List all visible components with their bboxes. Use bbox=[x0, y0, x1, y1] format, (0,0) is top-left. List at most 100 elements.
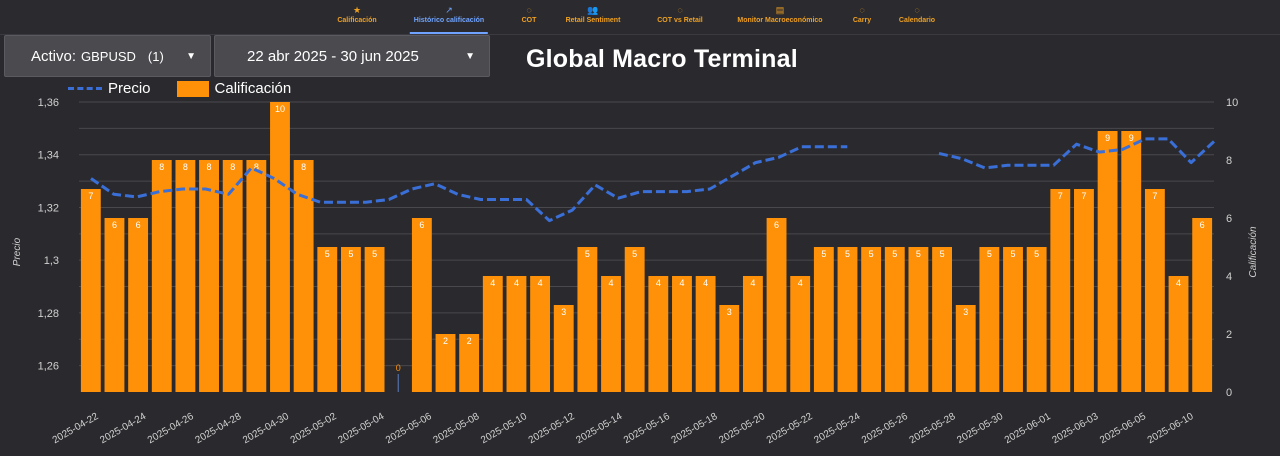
asset-filter-value: GBPUSD bbox=[81, 48, 136, 64]
bar-value-label: 5 bbox=[632, 249, 637, 259]
right-tick-label: 2 bbox=[1226, 329, 1232, 341]
bar-value-label: 3 bbox=[963, 307, 968, 317]
left-tick-label: 1,28 bbox=[38, 308, 59, 320]
chevron-down-icon: ▼ bbox=[465, 50, 475, 62]
nav-tab-label: Carry bbox=[852, 17, 872, 24]
rating-bar bbox=[553, 305, 574, 392]
nav-tab-3[interactable]: 👥 Retail Sentiment bbox=[566, 5, 621, 24]
rating-bar bbox=[813, 247, 834, 392]
bar-value-label: 7 bbox=[1152, 191, 1157, 201]
rating-bar bbox=[482, 276, 503, 392]
bar-value-label: 8 bbox=[301, 162, 306, 172]
bar-value-label: 3 bbox=[561, 307, 566, 317]
x-tick-label: 2025-06-03 bbox=[1050, 411, 1100, 446]
rating-bar bbox=[151, 160, 172, 392]
rating-bar bbox=[340, 247, 361, 392]
x-tick-label: 2025-05-12 bbox=[527, 411, 577, 446]
rating-bar bbox=[837, 247, 858, 392]
x-tick-label: 2025-05-22 bbox=[765, 411, 815, 446]
asset-filter-count: (1) bbox=[147, 48, 164, 64]
nav-tab-label: Calendario bbox=[898, 17, 936, 24]
rating-bar bbox=[861, 247, 882, 392]
bar-value-label: 5 bbox=[845, 249, 850, 259]
rating-bar bbox=[908, 247, 929, 392]
bar-value-label: 5 bbox=[372, 249, 377, 259]
right-tick-label: 6 bbox=[1226, 213, 1232, 225]
bar-value-label: 5 bbox=[325, 249, 330, 259]
nav-tab-label: COT bbox=[521, 17, 537, 24]
rating-bar bbox=[1121, 131, 1142, 392]
nav-tab-2[interactable]: ◌ COT bbox=[522, 5, 537, 24]
x-tick-label: 2025-04-28 bbox=[194, 411, 244, 446]
rating-bar bbox=[175, 160, 196, 392]
rating-bar bbox=[790, 276, 811, 392]
right-tick-label: 8 bbox=[1226, 155, 1232, 167]
nav-tab-5[interactable]: ▤ Monitor Macroeconómico bbox=[737, 5, 822, 24]
x-tick-label: 2025-05-14 bbox=[574, 411, 624, 446]
nav-tab-label: COT vs Retail bbox=[657, 17, 703, 24]
rating-bar bbox=[1003, 247, 1023, 392]
nav-tab-4[interactable]: ◌ COT vs Retail bbox=[657, 5, 703, 24]
rating-bar bbox=[1144, 189, 1165, 392]
rating-bar bbox=[411, 218, 432, 392]
rating-bar bbox=[601, 276, 621, 392]
nav-tab-0[interactable]: ★ Calificación bbox=[337, 5, 376, 24]
bar-value-label: 5 bbox=[585, 249, 590, 259]
left-tick-label: 1,36 bbox=[38, 97, 59, 109]
x-tick-label: 2025-05-02 bbox=[289, 411, 339, 446]
rating-bar bbox=[317, 247, 338, 392]
rating-bar bbox=[979, 247, 1000, 392]
bar-value-label: 8 bbox=[159, 162, 164, 172]
chevron-down-icon: ▼ bbox=[186, 50, 196, 62]
bar-value-label: 4 bbox=[1176, 278, 1181, 288]
bar-value-label: 6 bbox=[136, 220, 141, 230]
bar-value-label: 5 bbox=[892, 249, 897, 259]
rating-bar bbox=[695, 276, 716, 392]
x-tick-label: 2025-04-26 bbox=[146, 411, 196, 446]
x-tick-label: 2025-04-24 bbox=[98, 411, 148, 446]
rating-bar bbox=[364, 247, 385, 392]
right-tick-label: 4 bbox=[1226, 271, 1232, 283]
nav-tab-7[interactable]: ◌ Calendario bbox=[899, 5, 935, 24]
rating-bar bbox=[104, 218, 125, 392]
bar-value-label: 6 bbox=[419, 220, 424, 230]
bar-value-label: 5 bbox=[916, 249, 921, 259]
x-tick-label: 2025-05-16 bbox=[622, 411, 672, 446]
bar-value-label: 5 bbox=[348, 249, 353, 259]
date-range-filter[interactable]: 22 abr 2025 - 30 jun 2025 ▼ bbox=[214, 35, 490, 77]
rating-bar bbox=[766, 218, 787, 392]
nav-tab-1[interactable]: ↗ Histórico calificación bbox=[409, 5, 489, 34]
rating-bar bbox=[577, 247, 598, 392]
rating-bar bbox=[293, 160, 314, 392]
top-navigation: ★ Calificación ↗ Histórico calificación ◌ COT… bbox=[0, 0, 1280, 35]
date-range-value: 22 abr 2025 - 30 jun 2025 bbox=[247, 47, 419, 65]
x-tick-label: 2025-06-05 bbox=[1098, 411, 1148, 446]
bar-value-label: 4 bbox=[609, 278, 614, 288]
rating-bar bbox=[884, 247, 905, 392]
bar-value-label: 3 bbox=[727, 307, 732, 317]
x-tick-label: 2025-05-30 bbox=[955, 411, 1005, 446]
bar-value-label: 7 bbox=[1058, 191, 1063, 201]
nav-tab-icon: ↗ bbox=[445, 5, 453, 15]
bar-value-label: 10 bbox=[275, 104, 285, 114]
rating-bar bbox=[1192, 218, 1213, 392]
bar-value-label: 4 bbox=[490, 278, 495, 288]
rating-bar bbox=[624, 247, 645, 392]
x-tick-label: 2025-06-10 bbox=[1146, 411, 1196, 446]
nav-tab-icon: ◌ bbox=[914, 5, 920, 15]
bar-value-label: 8 bbox=[230, 162, 235, 172]
rating-bar bbox=[199, 160, 219, 392]
nav-tab-icon: ▤ bbox=[775, 5, 785, 15]
rating-bar bbox=[1050, 189, 1071, 392]
nav-tab-icon: 👥 bbox=[587, 5, 599, 15]
bar-value-label: 8 bbox=[183, 162, 188, 172]
bar-value-label: 4 bbox=[538, 278, 543, 288]
x-tick-label: 2025-06-01 bbox=[1003, 411, 1053, 446]
asset-filter[interactable]: Activo: GBPUSD (1) ▼ bbox=[4, 35, 211, 77]
rating-bar bbox=[672, 276, 692, 392]
bar-value-label: 6 bbox=[774, 220, 779, 230]
nav-tab-label: Monitor Macroeconómico bbox=[737, 17, 823, 24]
bar-value-label: 0 bbox=[396, 363, 401, 373]
nav-tab-6[interactable]: ◌ Carry bbox=[853, 5, 871, 24]
